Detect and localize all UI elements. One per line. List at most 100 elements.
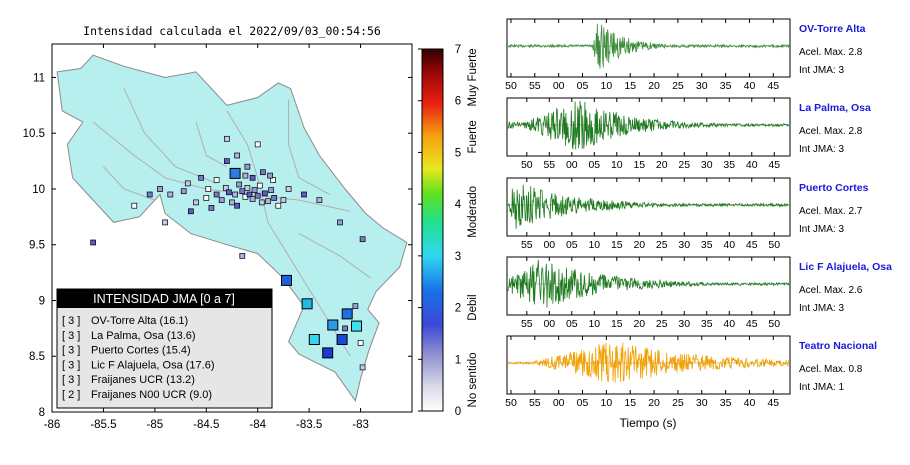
station-marker <box>359 236 366 243</box>
station-marker <box>357 340 364 346</box>
time-tick-label: 30 <box>678 318 690 330</box>
station-marker <box>280 197 287 203</box>
station-pga: Acel. Max. 2.6 <box>799 285 863 296</box>
station-marker <box>337 219 343 226</box>
time-tick-label: 55 <box>543 159 555 171</box>
time-tick-label: 00 <box>553 80 565 92</box>
legend-station-label: OV-Torre Alta (16.1) <box>91 315 188 327</box>
legend-intensity: [ 3 ] <box>62 359 80 371</box>
time-tick-label: 40 <box>744 397 756 409</box>
time-tick-label: 45 <box>767 397 779 409</box>
station-marker <box>184 180 191 187</box>
time-tick-label: 05 <box>588 159 600 171</box>
road-line <box>195 121 228 168</box>
legend-station-label: Fraijanes N00 UCR (9.0) <box>91 389 212 401</box>
colorbar-tick-label: 4 <box>455 199 462 211</box>
time-tick-label: 10 <box>601 397 613 409</box>
station-marker <box>267 172 273 179</box>
colorbar-category-label: Muy Fuerte <box>467 48 479 106</box>
station-marker <box>244 185 251 191</box>
legend-station-label: Lic F Alajuela, Osa (17.6) <box>91 359 215 371</box>
map-legend: INTENSIDAD JMA [0 a 7] [ 3 ] OV-Torre Alt… <box>56 288 273 409</box>
station-marker <box>239 253 246 259</box>
station-marker <box>246 191 253 198</box>
station-marker <box>167 191 174 198</box>
time-tick-label: 30 <box>701 159 713 171</box>
lat-tick-label: 8 <box>39 407 45 419</box>
station-marker <box>157 186 163 192</box>
lat-tick-label: 11 <box>33 72 45 84</box>
colorbar-category-labels: No sentido Debil Moderado Fuerte Muy Fuerte <box>467 48 479 407</box>
colorbar-tick-label: 3 <box>455 251 461 263</box>
strong-motion-station <box>301 298 313 310</box>
time-tick-label: 10 <box>588 239 600 251</box>
station-marker <box>359 364 366 371</box>
time-tick-label: 25 <box>656 318 668 330</box>
lon-tick-label: -84.5 <box>193 419 219 431</box>
strong-motion-station <box>336 334 348 345</box>
time-tick-label: 05 <box>577 397 589 409</box>
time-tick-label: 30 <box>696 397 708 409</box>
station-marker <box>268 187 274 193</box>
station-marker <box>260 169 266 176</box>
lat-tick-label: 10 <box>32 184 45 196</box>
lat-axis: 8 8.5 9 9.5 10 10.5 11 <box>23 72 412 419</box>
station-marker <box>232 191 238 198</box>
road-line <box>103 166 156 201</box>
colorbar-gradient <box>421 48 444 412</box>
trace-4: 50 55 00 05 10 15 20 25 30 35 40 45 Teatro Nacional A… <box>505 335 877 409</box>
station-marker <box>285 186 292 192</box>
station-marker <box>352 303 359 309</box>
station-marker <box>244 163 251 170</box>
legend-station-label: Fraijanes UCR (13.2) <box>91 374 195 386</box>
time-tick-label: 20 <box>648 397 660 409</box>
costa-rica-land <box>56 54 408 402</box>
station-marker <box>188 208 194 215</box>
time-tick-label: 50 <box>505 80 517 92</box>
trace-0: 50 55 00 05 10 15 20 25 30 35 40 45 OV-Torre Alta Ace… <box>505 18 866 92</box>
small-stations <box>90 135 366 371</box>
station-marker <box>205 186 212 192</box>
lon-tick-label: -85.5 <box>90 419 116 431</box>
time-tick-label: 30 <box>696 80 708 92</box>
time-tick-label: 00 <box>543 239 555 251</box>
legend-intensity: [ 2 ] <box>62 389 80 401</box>
station-marker <box>249 174 256 181</box>
time-tick-label: 30 <box>678 239 690 251</box>
time-tick-label: 45 <box>746 318 758 330</box>
colorbar: 0 1 2 3 4 5 6 7 No sentido Debil Moderado Fuerte Mu… <box>418 44 479 418</box>
colorbar-tick-label: 2 <box>455 303 461 315</box>
station-marker <box>254 192 261 199</box>
station-pga: Acel. Max. 0.8 <box>799 364 863 375</box>
station-marker <box>342 325 348 332</box>
strong-motion-station <box>308 334 320 345</box>
colorbar-category-label: Moderado <box>467 186 479 238</box>
strong-motion-station <box>341 308 353 320</box>
strong-motion-station <box>281 274 292 286</box>
lon-axis: -86 -85.5 -85 -84.5 -84 -83.5 -83 <box>44 44 369 431</box>
lon-tick-label: -85 <box>147 419 164 431</box>
station-marker <box>239 188 246 195</box>
lon-tick-label: -83.5 <box>296 419 322 431</box>
road-line <box>288 99 330 195</box>
station-name: Teatro Nacional <box>799 340 877 352</box>
time-tick-label: 15 <box>633 159 645 171</box>
station-marker <box>234 202 240 209</box>
time-tick-label: 15 <box>624 80 636 92</box>
station-marker <box>208 205 215 211</box>
time-tick-label: 55 <box>529 80 541 92</box>
station-marker <box>193 199 199 206</box>
time-tick-label: 20 <box>648 80 660 92</box>
station-marker <box>265 198 271 205</box>
lat-tick-label: 9 <box>39 295 45 307</box>
time-tick-label: 35 <box>701 318 713 330</box>
time-tick-label: 45 <box>767 80 779 92</box>
waveform <box>508 342 790 383</box>
lat-tick-label: 9.5 <box>29 240 45 252</box>
time-tick-label: 20 <box>633 318 645 330</box>
station-marker <box>301 191 307 198</box>
lon-tick-label: -86 <box>44 419 61 431</box>
station-marker <box>256 182 263 189</box>
